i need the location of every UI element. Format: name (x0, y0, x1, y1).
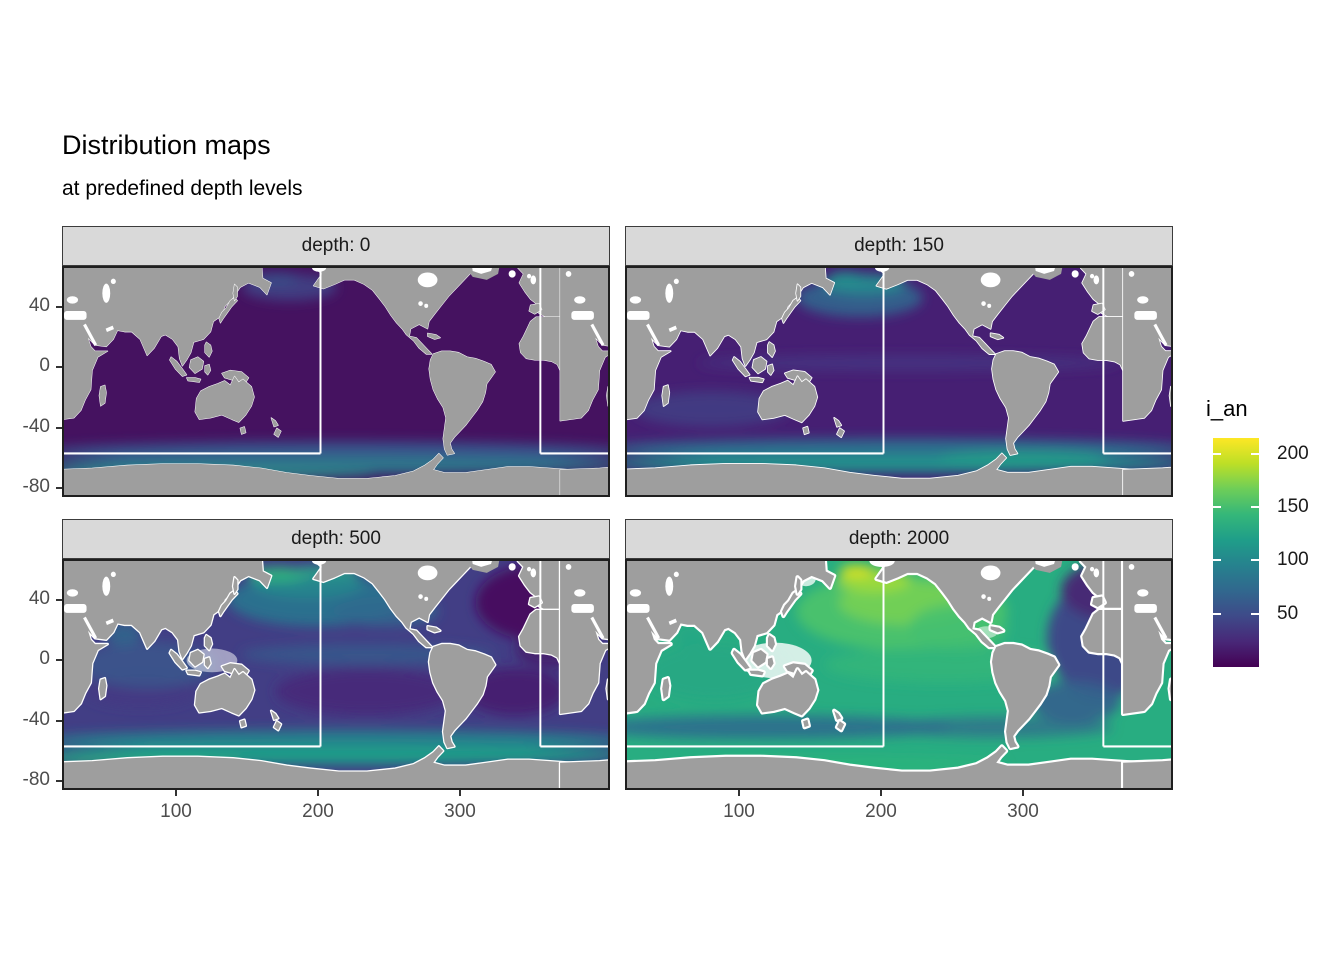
legend-tick (1213, 453, 1221, 455)
x-axis-tick (175, 790, 177, 796)
y-axis-tick (56, 659, 62, 661)
y-axis-label: 0 (39, 648, 50, 669)
x-axis-label: 100 (160, 801, 192, 822)
section-lines (64, 561, 608, 748)
legend-tick (1251, 453, 1259, 455)
facet-strip-depth-150: depth: 150 (625, 226, 1173, 266)
map-svg-facet-3 (627, 561, 1171, 788)
legend-tick-label: 50 (1277, 603, 1299, 624)
section-lines (64, 268, 608, 455)
legend-tick (1251, 613, 1259, 615)
facet-strip-label: depth: 500 (291, 528, 381, 549)
x-axis-tick (1022, 790, 1024, 796)
y-axis-tick (56, 487, 62, 489)
map-panel-depth-2000 (625, 559, 1173, 790)
y-axis-label: -40 (22, 709, 50, 730)
map-panel-depth-0 (62, 266, 610, 497)
x-axis-label: 300 (1007, 801, 1039, 822)
y-axis-tick (56, 366, 62, 368)
section-lines (627, 268, 1171, 455)
section-lines (627, 561, 1171, 748)
y-axis-tick (56, 780, 62, 782)
map-panel-depth-150 (625, 266, 1173, 497)
legend-tick-label: 100 (1277, 549, 1309, 570)
y-axis-tick (56, 599, 62, 601)
x-axis-label: 300 (444, 801, 476, 822)
y-axis-tick (56, 306, 62, 308)
x-axis-tick (880, 790, 882, 796)
x-axis-label: 100 (723, 801, 755, 822)
chart-subtitle: at predefined depth levels (62, 177, 303, 200)
y-axis-label: -80 (22, 476, 50, 497)
x-axis-label: 200 (302, 801, 334, 822)
legend-tick (1213, 613, 1221, 615)
y-axis-label: -40 (22, 416, 50, 437)
legend-tick (1213, 506, 1221, 508)
x-axis-tick (459, 790, 461, 796)
map-svg-facet-1 (627, 268, 1171, 495)
y-axis-label: 40 (28, 588, 50, 609)
y-axis-label: 0 (39, 355, 50, 376)
map-svg-facet-0 (64, 268, 608, 495)
y-axis-tick (56, 427, 62, 429)
x-axis-tick (317, 790, 319, 796)
facet-strip-depth-2000: depth: 2000 (625, 519, 1173, 559)
map-panel-depth-500 (62, 559, 610, 790)
facet-strip-label: depth: 150 (854, 235, 944, 256)
y-axis-tick (56, 720, 62, 722)
legend-tick-label: 150 (1277, 496, 1309, 517)
legend-title: i_an (1206, 396, 1248, 421)
legend-tick (1213, 559, 1221, 561)
y-axis-label: 40 (28, 295, 50, 316)
legend-tick-label: 200 (1277, 443, 1309, 464)
facet-strip-label: depth: 2000 (848, 528, 950, 549)
facet-strip-label: depth: 0 (301, 235, 371, 256)
x-axis-tick (738, 790, 740, 796)
facet-strip-depth-500: depth: 500 (62, 519, 610, 559)
y-axis-label: -80 (22, 769, 50, 790)
x-axis-label: 200 (865, 801, 897, 822)
legend-tick (1251, 559, 1259, 561)
map-svg-facet-2 (64, 561, 608, 788)
legend-tick (1251, 506, 1259, 508)
chart-title: Distribution maps (62, 130, 271, 160)
facet-strip-depth-0: depth: 0 (62, 226, 610, 266)
legend-colorbar (1213, 438, 1259, 667)
